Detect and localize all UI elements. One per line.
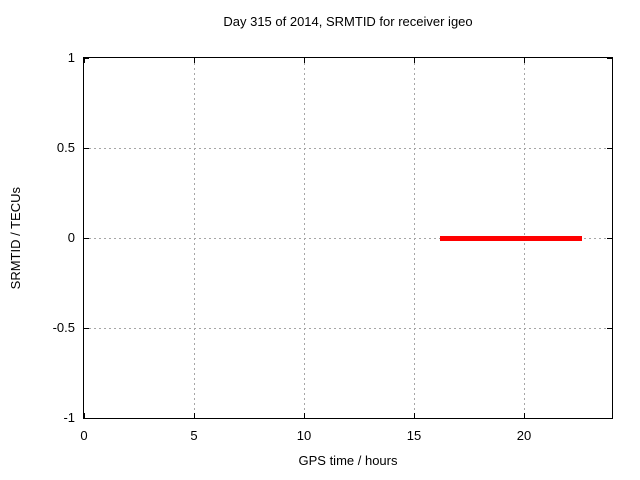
x-tick-label-20: 20 <box>516 428 532 443</box>
data-points-segment-9 <box>551 235 577 241</box>
xtick-mark-0 <box>83 413 85 418</box>
x-tick-label-5: 5 <box>190 428 198 443</box>
xtick-mark-top-10 <box>303 58 305 63</box>
x-tick-label-0: 0 <box>80 428 88 443</box>
ytick-mark-0 <box>84 237 89 239</box>
x-tick-label-15: 15 <box>406 428 422 443</box>
gridline-y--0.5 <box>84 327 612 329</box>
data-points-segment-2 <box>465 235 479 241</box>
ytick-mark--1 <box>84 417 89 419</box>
data-points-segment-10 <box>575 235 583 241</box>
y-tick-label-1: 1 <box>67 50 75 65</box>
ytick-mark-right--0.5 <box>607 327 612 329</box>
y-tick-label-0: 0 <box>67 230 75 245</box>
xtick-mark-top-15 <box>413 58 415 63</box>
xtick-mark-15 <box>413 413 415 418</box>
ytick-mark-right--1 <box>607 417 612 419</box>
plot-inner <box>83 57 612 419</box>
plot-area <box>83 57 613 419</box>
y-tick-label--1: -1 <box>63 410 75 425</box>
x-tick-label-10: 10 <box>296 428 312 443</box>
data-points-segment-6 <box>511 235 528 241</box>
xtick-mark-top-5 <box>193 58 195 63</box>
ytick-mark--0.5 <box>84 327 89 329</box>
data-points-segment-5 <box>503 235 514 241</box>
data-points-segment-3 <box>476 235 492 241</box>
y-tick-label-0.5: 0.5 <box>56 140 75 155</box>
ytick-mark-1 <box>84 57 89 59</box>
data-points-segment-8 <box>534 235 554 241</box>
ytick-mark-right-1 <box>607 57 612 59</box>
gridline-y-0 <box>84 237 612 239</box>
y-tick-label--0.5: -0.5 <box>52 320 75 335</box>
xtick-mark-10 <box>303 413 305 418</box>
data-points-segment-4 <box>489 235 506 241</box>
data-points-segment-1 <box>446 235 469 241</box>
ytick-mark-right-0 <box>607 237 612 239</box>
gridline-y-0.5 <box>84 147 612 149</box>
data-points-segment-7 <box>525 235 536 241</box>
xtick-mark-top-0 <box>83 58 85 63</box>
xtick-mark-5 <box>193 413 195 418</box>
xtick-mark-20 <box>523 413 525 418</box>
data-points-segment-0 <box>440 235 447 241</box>
chart-title: Day 315 of 2014, SRMTID for receiver ige… <box>223 14 473 29</box>
x-axis-label: GPS time / hours <box>298 453 398 468</box>
ytick-mark-0.5 <box>84 147 89 149</box>
ytick-mark-right-0.5 <box>607 147 612 149</box>
xtick-mark-top-20 <box>523 58 525 63</box>
